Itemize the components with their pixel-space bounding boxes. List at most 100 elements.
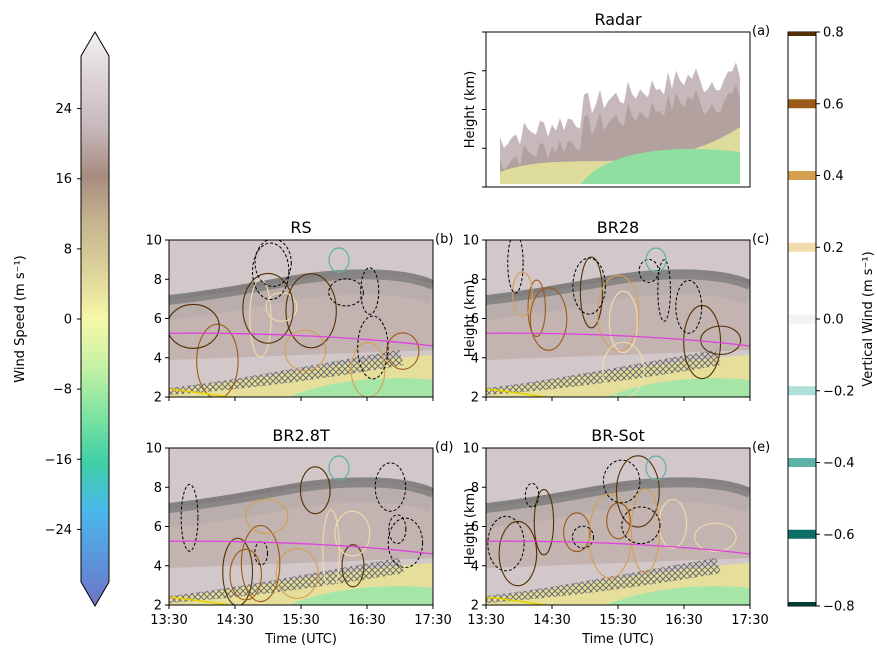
downdraft-contour: [657, 259, 671, 322]
negative-wind-layer: [289, 586, 433, 605]
cloud-top-band: [486, 477, 750, 513]
vertical-wind-level: [788, 99, 816, 109]
y-tick-label: 4: [154, 351, 162, 366]
wind-core: [169, 274, 433, 360]
updraft-contour: [527, 279, 546, 337]
downdraft-contour: [507, 240, 524, 294]
downdraft-contour: [254, 540, 269, 566]
updraft-contour: [498, 520, 538, 587]
x-tick-label: 16:30: [665, 613, 702, 628]
panel-b: RS (b) 2 4 6 8 10: [145, 218, 453, 406]
y-tick-label: 8: [154, 273, 162, 288]
magenta-level-line: [486, 540, 750, 555]
panel-title: BR28: [597, 218, 639, 237]
magenta-level-line: [486, 332, 750, 347]
cloud-top-halo: [169, 274, 433, 320]
wind-speed-colorbar: 24 16 8 0 −8 −16 −24 Wind Speed (m s⁻¹): [13, 31, 110, 607]
updraft-contour: [196, 323, 239, 397]
updraft-contour: [608, 290, 638, 354]
vertical-wind-tick-label: −0.4: [823, 456, 855, 471]
cloud-top-band: [169, 477, 433, 513]
updraft-contour: [563, 512, 591, 553]
x-axis-title: Time (UTC): [264, 632, 337, 647]
panel-c: BR28 (c) 2 4 6 8 10 Height (km): [462, 218, 769, 406]
wind-speed-tick-label: 24: [55, 102, 72, 117]
vertical-wind-level: [788, 529, 816, 539]
updraft-contour: [169, 303, 220, 349]
updraft-contour: [601, 341, 645, 397]
downdraft-contour: [675, 279, 703, 334]
updraft-contour: [245, 498, 289, 535]
vertical-wind-level: [788, 458, 816, 467]
updraft-contour: [322, 509, 340, 593]
plot-area: [169, 240, 433, 397]
magenta-level-line: [169, 332, 433, 347]
vertical-wind-tick-label: 0.8: [823, 26, 844, 41]
downdraft-contour: [571, 525, 595, 549]
negative-wind-layer: [606, 586, 750, 605]
wind-speed-colorbar-bar: [80, 31, 110, 607]
wind-speed-tick-label: −8: [53, 383, 72, 398]
downdraft-core: [645, 247, 667, 273]
panel-letter: (e): [752, 440, 770, 455]
downdraft-contour: [251, 242, 290, 301]
panels: Radar (a) Height (km) RS (b) 2 4 6 8 10 BR28 (c) 2 4 6…: [145, 10, 770, 647]
downdraft-core: [645, 455, 667, 481]
updraft-contour: [511, 271, 533, 317]
y-tick-label: 6: [154, 312, 162, 327]
downdraft-core: [328, 455, 350, 481]
radar-negative-core: [581, 148, 740, 184]
magenta-level-line: [169, 540, 433, 555]
cloud-top-band: [169, 269, 433, 305]
x-tick-label: 13:30: [467, 613, 504, 628]
panel-e: BR-Sot (e) 2 4 6 8 10 13:30 14:30 15:30 16:30 17:30…: [462, 426, 770, 647]
downdraft-contour: [524, 482, 540, 508]
y-tick-label: 6: [471, 520, 479, 535]
cloud-top-halo: [169, 482, 433, 528]
plot-area: [169, 448, 433, 605]
updraft-contour: [265, 292, 298, 322]
downdraft-contour: [357, 315, 389, 380]
negative-wind-layer: [606, 378, 750, 397]
updraft-contour: [249, 278, 272, 358]
updraft-contour: [386, 332, 420, 370]
downdraft-contour: [621, 506, 661, 545]
updraft-contour: [606, 502, 631, 540]
downdraft-contour: [254, 240, 292, 287]
panel-title: RS: [290, 218, 311, 237]
yellow-level-line: [486, 596, 547, 605]
downdraft-contour: [360, 267, 380, 315]
updraft-contour: [334, 510, 371, 557]
updraft-contour: [229, 548, 263, 601]
y-tick-label: 4: [471, 351, 479, 366]
x-tick-label: 16:30: [348, 613, 385, 628]
wind-speed-ticks: 24 16 8 0 −8 −16 −24: [45, 102, 81, 538]
downdraft-contour: [602, 459, 641, 504]
vertical-wind-tick-label: 0.4: [823, 169, 844, 184]
cloud-top-halo: [486, 482, 750, 528]
vertical-wind-tick-label: −0.6: [823, 528, 855, 543]
x-tick-label: 13:30: [150, 613, 187, 628]
y-tick-label: 10: [145, 234, 162, 249]
updraft-contour: [579, 256, 603, 329]
wind-speed-tick-label: −16: [45, 453, 72, 468]
wind-speed-label: Wind Speed (m s⁻¹): [13, 255, 28, 382]
wind-speed-tick-label: −24: [45, 523, 72, 538]
vertical-wind-tick-label: 0.2: [823, 241, 844, 256]
updraft-contour: [350, 341, 386, 397]
vertical-wind-level: [788, 242, 816, 252]
y-tick-label: 4: [471, 559, 479, 574]
panel-title: BR2.8T: [272, 426, 330, 445]
x-tick-label: 15:30: [599, 613, 636, 628]
downdraft-contour: [387, 517, 424, 568]
downdraft-core: [328, 247, 350, 273]
plot-area: [486, 448, 750, 605]
melting-layer-hatch: [169, 558, 404, 603]
downdraft-contour: [180, 483, 199, 552]
x-axis-title: Time (UTC): [581, 632, 654, 647]
updraft-contour: [284, 329, 327, 372]
updraft-contour: [693, 522, 737, 552]
melting-layer-hatch: [169, 350, 404, 395]
y-tick-label: 8: [154, 481, 162, 496]
